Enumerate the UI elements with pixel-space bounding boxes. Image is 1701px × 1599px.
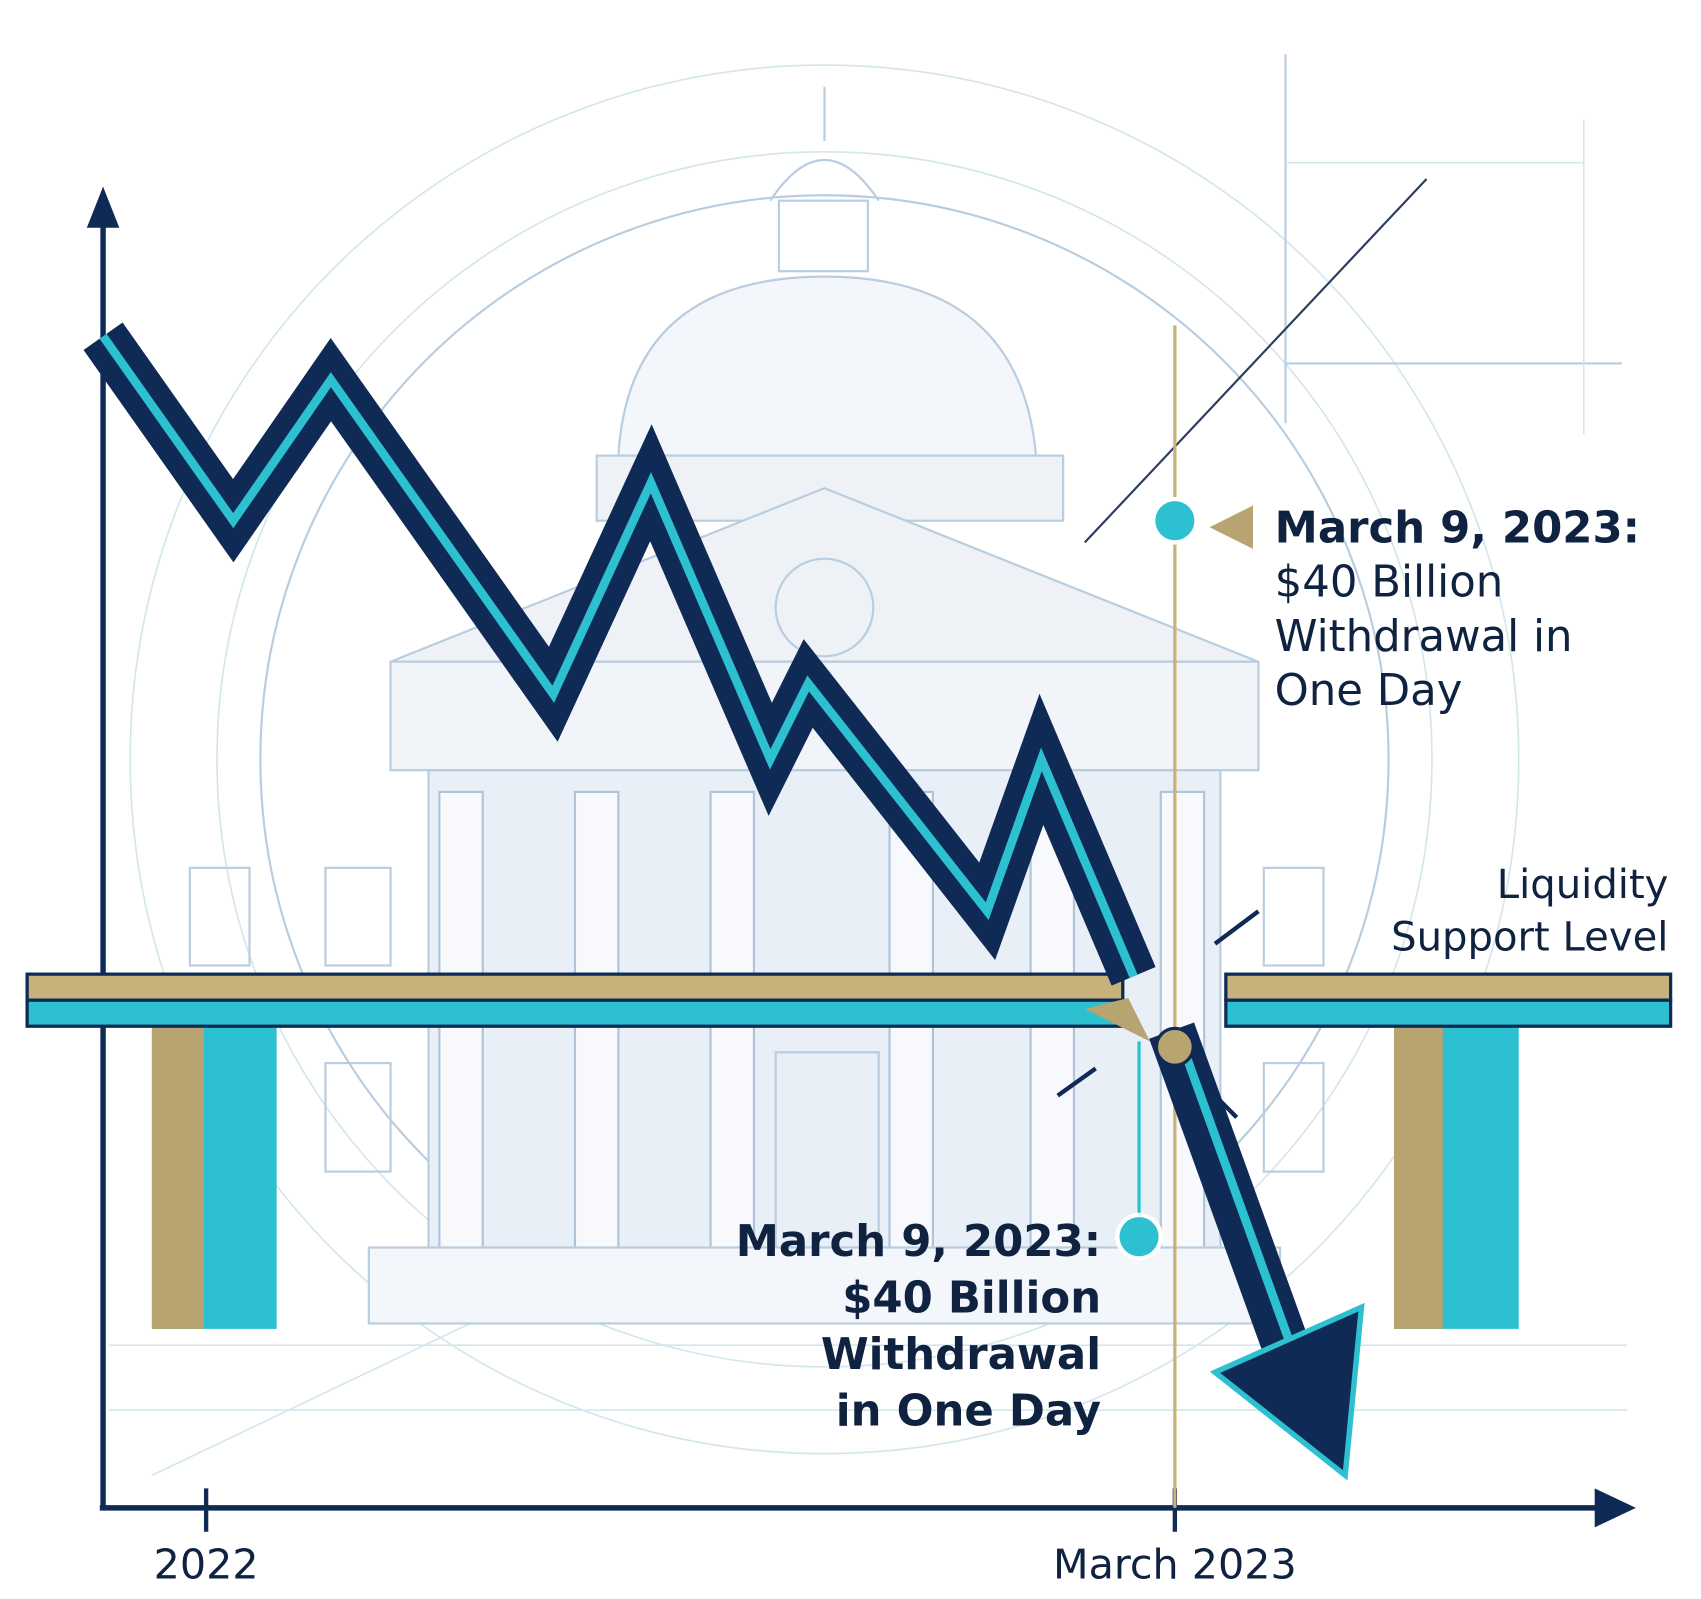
annotation-line: Withdrawal in — [1275, 612, 1573, 662]
x-tick-label: 2022 — [154, 1540, 259, 1588]
x-tick-label: March 2023 — [1053, 1540, 1297, 1588]
support-label-line: Support Level — [1391, 914, 1668, 960]
support-bar-top — [27, 974, 1123, 1000]
column — [1161, 792, 1204, 1248]
support-bar-top — [1226, 974, 1671, 1000]
annotation-line: $40 Billion — [1275, 558, 1504, 608]
annotation-title: March 9, 2023: — [1275, 503, 1640, 553]
event-dot — [1153, 499, 1196, 542]
page: 2022 March 2023 March 9, 2023: $40 Billi… — [0, 0, 1701, 1599]
annotation-title: March 9, 2023: — [736, 1217, 1101, 1267]
annotation-line: $40 Billion — [842, 1274, 1101, 1324]
illustration: 2022 March 2023 March 9, 2023: $40 Billi… — [0, 0, 1701, 1599]
pillar-shade — [152, 1025, 204, 1329]
support-bar-bottom — [1226, 1000, 1671, 1026]
annotation-line: One Day — [1275, 666, 1463, 716]
support-bar-bottom — [27, 1000, 1123, 1026]
break-dot — [1156, 1028, 1193, 1065]
event-dot — [1117, 1215, 1160, 1258]
support-label-line: Liquidity — [1497, 862, 1669, 908]
annotation-line: in One Day — [836, 1386, 1101, 1436]
annotation-line: Withdrawal — [821, 1330, 1101, 1380]
pillar-shade — [1394, 1025, 1443, 1329]
